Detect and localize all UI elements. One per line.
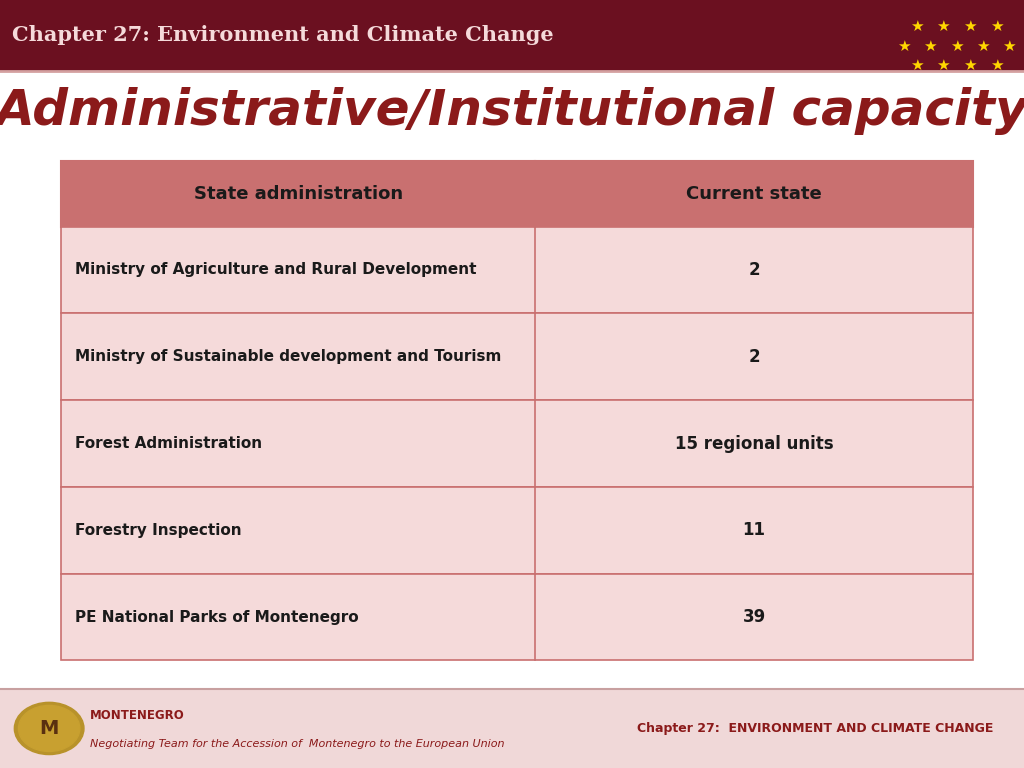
Text: Ministry of Agriculture and Rural Development: Ministry of Agriculture and Rural Develo…	[75, 263, 476, 277]
Text: PE National Parks of Montenegro: PE National Parks of Montenegro	[75, 610, 358, 624]
Text: Ministry of Sustainable development and Tourism: Ministry of Sustainable development and …	[75, 349, 501, 364]
Text: 39: 39	[742, 608, 766, 626]
Text: MONTENEGRO: MONTENEGRO	[90, 709, 185, 721]
Text: ★: ★	[949, 38, 964, 54]
Text: 2: 2	[749, 348, 760, 366]
Text: 11: 11	[742, 521, 766, 539]
Text: Chapter 27: Environment and Climate Change: Chapter 27: Environment and Climate Chan…	[12, 25, 554, 45]
Text: Current state: Current state	[686, 185, 822, 203]
Text: ★: ★	[897, 38, 911, 54]
Text: ★: ★	[1001, 38, 1016, 54]
Text: M: M	[40, 719, 58, 738]
Bar	[61, 487, 973, 574]
Bar	[61, 574, 973, 660]
Text: ★: ★	[909, 19, 924, 35]
Text: ★: ★	[963, 58, 977, 73]
Circle shape	[18, 705, 80, 751]
Text: ★: ★	[963, 19, 977, 35]
Bar	[61, 161, 973, 227]
Text: ★: ★	[989, 58, 1004, 73]
Bar	[61, 487, 973, 574]
Bar	[61, 227, 973, 313]
Bar	[61, 313, 973, 400]
Text: ★: ★	[923, 38, 937, 54]
Text: ★: ★	[936, 19, 950, 35]
Bar	[61, 574, 973, 660]
Text: ★: ★	[976, 38, 990, 54]
Circle shape	[14, 702, 84, 754]
Text: 15 regional units: 15 regional units	[675, 435, 834, 452]
Text: Negotiating Team for the Accession of  Montenegro to the European Union: Negotiating Team for the Accession of Mo…	[90, 740, 505, 750]
Text: Chapter 27:  ENVIRONMENT AND CLIMATE CHANGE: Chapter 27: ENVIRONMENT AND CLIMATE CHAN…	[637, 722, 993, 735]
Text: ★: ★	[936, 58, 950, 73]
Text: Administrative/Institutional capacity: Administrative/Institutional capacity	[0, 88, 1024, 135]
Bar	[61, 227, 973, 313]
Text: State administration: State administration	[194, 185, 403, 203]
Text: ★: ★	[989, 19, 1004, 35]
Text: Forest Administration: Forest Administration	[75, 436, 262, 451]
Bar	[61, 400, 973, 487]
Bar	[0, 689, 1024, 768]
Bar	[61, 400, 973, 487]
Bar	[61, 313, 973, 400]
Text: ★: ★	[909, 58, 924, 73]
Text: Forestry Inspection: Forestry Inspection	[75, 523, 242, 538]
Bar	[0, 0, 1024, 71]
Bar	[61, 161, 973, 227]
Text: 2: 2	[749, 261, 760, 279]
